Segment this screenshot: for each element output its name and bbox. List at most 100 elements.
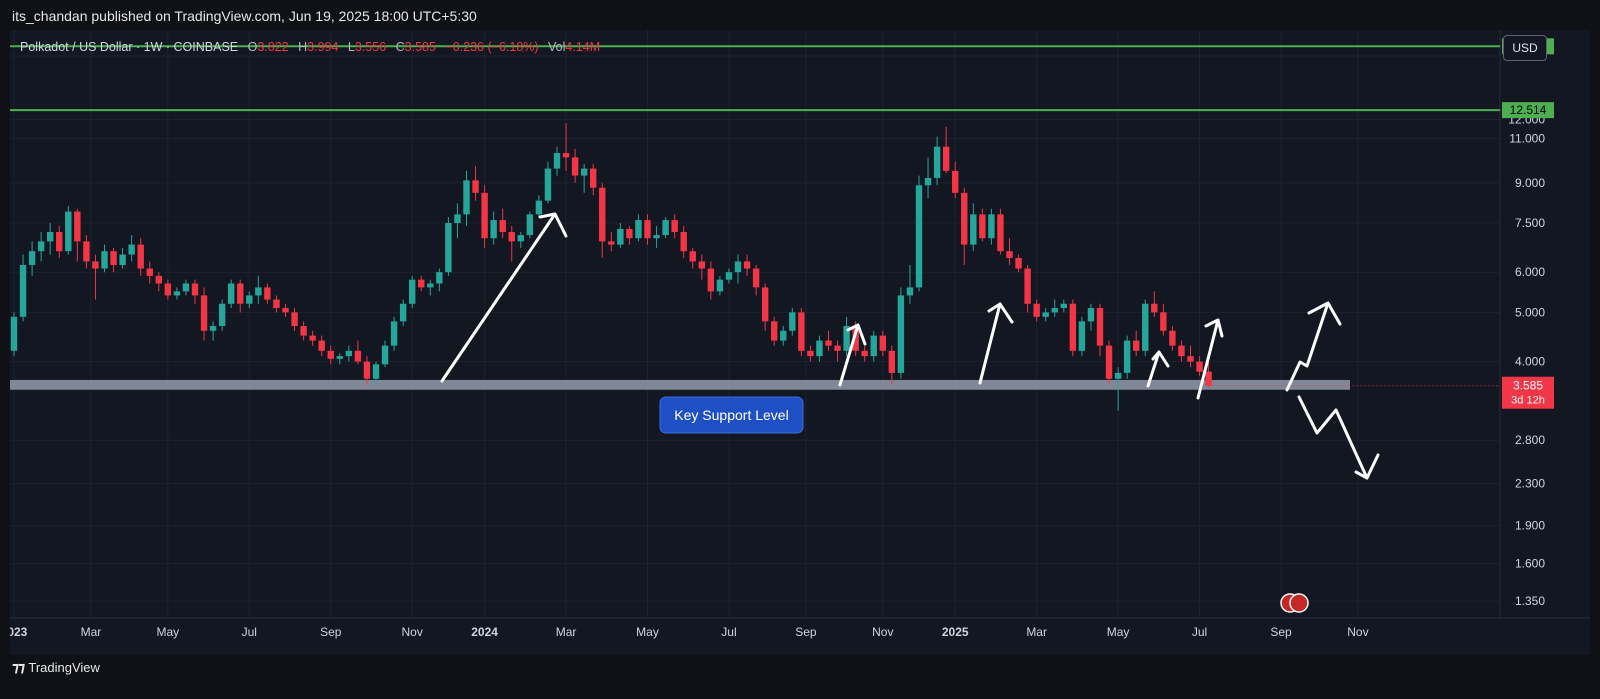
currency-button[interactable]: USD — [1503, 35, 1547, 61]
candle-body — [1133, 340, 1140, 351]
candle-body — [508, 231, 515, 242]
candle-body — [1087, 308, 1095, 322]
y-tick-label: 5.000 — [1515, 305, 1545, 319]
candle-body — [1142, 303, 1149, 351]
candle-body — [354, 350, 362, 362]
candle-body — [246, 295, 253, 304]
bar-countdown-label: 3d 12h — [1511, 395, 1545, 407]
tradingview-logo[interactable]: ⁊⁊ TradingView — [12, 659, 100, 675]
candle-body — [1196, 361, 1203, 372]
candle-body — [942, 146, 950, 171]
candle-body — [1151, 303, 1158, 313]
candle-body — [182, 283, 190, 292]
candle-body — [988, 214, 995, 239]
candle-body — [1178, 345, 1185, 357]
candle-body — [761, 287, 769, 322]
x-tick-label: Mar — [556, 625, 577, 639]
x-tick-label: May — [157, 625, 180, 639]
candle-body — [10, 316, 18, 351]
candle-body — [191, 283, 199, 296]
low-label: L — [347, 40, 355, 54]
candle-body — [771, 321, 778, 341]
candle-body — [209, 326, 217, 331]
candle-body — [336, 356, 343, 359]
candle-body — [834, 345, 841, 351]
price-chart[interactable]: 1.350 1.600 1.900 2.300 2.800 4.000 5.000 6.000… — [10, 30, 1590, 655]
candle-body — [273, 299, 280, 309]
candle-body — [309, 335, 316, 341]
candle-body — [970, 214, 977, 245]
x-tick-label: Sep — [320, 625, 342, 639]
candle-body — [1114, 372, 1122, 379]
candle-body — [580, 168, 588, 176]
x-tick-label: Jul — [1192, 625, 1207, 639]
candle-body — [526, 214, 534, 236]
x-tick-label: Mar — [1026, 625, 1047, 639]
x-tick-label: Sep — [795, 625, 817, 639]
candle-body — [83, 241, 90, 262]
candle-body — [870, 335, 877, 357]
candle-body — [626, 228, 633, 239]
candle-body — [101, 251, 108, 269]
candle-body — [481, 192, 488, 239]
candle-body — [472, 180, 479, 193]
candle-body — [264, 287, 271, 300]
y-tick-label: 1.600 — [1515, 557, 1545, 571]
y-tick-label: 1.350 — [1515, 594, 1545, 608]
x-tick-label: Mar — [81, 625, 102, 639]
candle-body — [1033, 303, 1040, 317]
y-tick-label: 2.800 — [1515, 433, 1545, 447]
candle-body — [282, 308, 289, 313]
candle-body — [662, 220, 669, 236]
candle-body — [997, 214, 1004, 252]
x-tick-label: Nov — [872, 625, 893, 639]
candle-body — [1169, 330, 1176, 346]
candle-body — [119, 254, 126, 265]
candle-body — [1160, 312, 1167, 331]
candle-body — [816, 340, 823, 357]
candle-body — [37, 241, 45, 252]
candle-body — [590, 168, 597, 188]
candle-body — [255, 287, 262, 296]
x-tick-label: May — [1107, 625, 1130, 639]
candle-body — [1105, 345, 1113, 379]
candle-body — [74, 211, 81, 242]
support-zone — [10, 379, 1350, 390]
candle-body — [409, 279, 416, 304]
candle-body — [454, 214, 461, 224]
candle-body — [228, 283, 235, 304]
candle-body — [653, 235, 660, 239]
candle-body — [1060, 303, 1067, 309]
economic-event-icon — [1289, 593, 1309, 613]
candle-body — [1042, 312, 1049, 317]
candle-body — [617, 228, 624, 245]
candle-body — [825, 340, 832, 346]
trend-arrow-up-projection — [1285, 301, 1342, 392]
candle-body — [924, 177, 932, 186]
y-tick-label: 6.000 — [1515, 265, 1545, 279]
trend-arrow-up-1 — [440, 212, 568, 383]
chart-panel[interactable]: 1.350 1.600 1.900 2.300 2.800 4.000 5.000 6.000… — [10, 30, 1590, 665]
candle-body — [671, 220, 678, 232]
candle-body — [544, 168, 552, 201]
x-tick-label: Jul — [242, 625, 257, 639]
candle-body — [300, 326, 307, 336]
x-tick-label: 2024 — [471, 625, 498, 639]
candle-body — [707, 268, 715, 292]
candle-body — [418, 279, 425, 288]
candle-body — [843, 326, 850, 351]
candle-body — [961, 192, 968, 245]
candle-body — [318, 340, 325, 351]
candle-body — [689, 251, 696, 262]
last-price-label: 3.585 — [1513, 379, 1543, 393]
candle-body — [381, 345, 389, 365]
candle-body — [146, 268, 153, 276]
candle-body — [445, 223, 452, 273]
candle-body — [915, 185, 923, 288]
candle-body — [490, 220, 497, 239]
candle-body — [752, 268, 760, 288]
candle-body — [137, 244, 144, 269]
candle-body — [952, 170, 959, 193]
trend-arrow-up-3 — [978, 302, 1014, 385]
candle-body — [499, 220, 506, 232]
